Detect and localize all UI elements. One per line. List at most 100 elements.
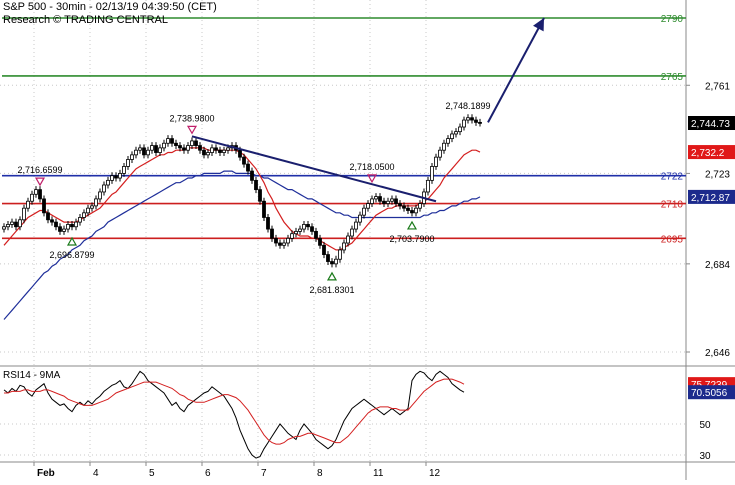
candle-body [26, 200, 30, 209]
candle-body [466, 117, 470, 121]
swing-low-label: 2,681.8301 [309, 285, 354, 295]
candle-body [94, 198, 98, 207]
candle-body [358, 214, 362, 223]
swing-high-marker [186, 125, 198, 135]
candle-body [298, 228, 302, 232]
candle-body [286, 237, 290, 244]
candle-body [410, 210, 414, 214]
y-tick-label: 2,761 [705, 81, 730, 92]
candle-body [318, 237, 322, 246]
chart-title: S&P 500 - 30min - 02/13/19 04:39:50 (CET… [3, 1, 217, 13]
level-label-2765: 2765 [661, 72, 684, 83]
candle-body [394, 198, 398, 204]
candle-body [42, 198, 46, 214]
candle-body [470, 117, 474, 121]
candle-body [10, 221, 14, 225]
candle-body [438, 149, 442, 158]
candle-body [50, 219, 54, 223]
price-badge-label-ma_slow: 2,712.87 [691, 193, 730, 204]
chart-header: S&P 500 - 30min - 02/13/19 04:39:50 (CET… [3, 1, 217, 27]
candle-body [158, 147, 162, 153]
candle-body [138, 147, 142, 151]
candle-body [310, 226, 314, 232]
candle-body [142, 147, 146, 156]
candle-body [118, 173, 122, 179]
candle-body [446, 138, 450, 144]
rsi-title: RSI14 - 9MA [3, 370, 61, 381]
x-tick-label: 7 [261, 468, 267, 479]
high-value-label: 2,748.1899 [445, 101, 490, 111]
candle-body [30, 193, 34, 202]
candle-body [250, 170, 254, 181]
candle-body [38, 189, 42, 200]
candle-body [334, 258, 338, 265]
candle-body [62, 228, 66, 232]
candle-body [146, 149, 150, 156]
candle-body [210, 147, 214, 153]
candle-body [414, 207, 418, 214]
candle-body [150, 145, 154, 151]
y-tick-label: 2,684 [705, 260, 730, 271]
candle-body [258, 189, 262, 202]
candle-body [366, 203, 370, 209]
candle-body [474, 119, 478, 123]
candle-body [126, 159, 130, 167]
swing-high-marker [366, 174, 378, 184]
x-tick-label: 6 [205, 468, 211, 479]
candle-body [46, 212, 50, 221]
x-tick-label: 4 [93, 468, 99, 479]
candle-body [182, 147, 186, 151]
candle-body [6, 224, 10, 228]
candle-body [218, 149, 222, 153]
candle-body [378, 196, 382, 202]
swing-high-label: 2,718.0500 [349, 162, 394, 172]
candle-body [314, 230, 318, 239]
level-label-2722: 2722 [661, 172, 684, 183]
candle-body [206, 152, 210, 156]
candle-body [54, 221, 58, 228]
candle-body [98, 191, 102, 200]
level-label-2710: 2710 [661, 200, 684, 211]
candle-body [382, 200, 386, 204]
candle-body [202, 149, 206, 156]
candle-body [86, 207, 90, 214]
candle-body [350, 228, 354, 237]
ma-slow-line [3, 170, 481, 320]
candle-body [462, 119, 466, 128]
candle-body [82, 212, 86, 218]
trendline [191, 135, 437, 203]
candle-body [194, 140, 198, 146]
price-badge-label-price: 2,744.73 [691, 119, 730, 130]
x-tick-label: Feb [37, 468, 55, 479]
price-badge-price [688, 116, 735, 131]
candle-body [290, 233, 294, 239]
candle-body [154, 145, 158, 153]
candle-body [198, 145, 202, 151]
candle-body [214, 147, 218, 151]
candle-body [326, 254, 330, 262]
rsi-series-rsi_ma [4, 378, 465, 445]
candle-body [450, 133, 454, 140]
candle-body [374, 196, 378, 200]
swing-low-marker [66, 236, 78, 246]
price-badge-ma_slow [688, 189, 735, 204]
x-tick-label: 12 [429, 468, 441, 479]
candle-body [270, 228, 274, 239]
candle-body [442, 142, 446, 151]
forecast-arrow-shaft [487, 17, 545, 123]
candle-body [262, 200, 266, 218]
candle-body [58, 226, 62, 232]
swing-high-label: 2,738.9800 [169, 113, 214, 123]
candle-body [2, 226, 6, 230]
candle-body [174, 142, 178, 146]
candle-body [274, 237, 278, 244]
forecast-arrow-head [533, 18, 544, 32]
candle-body [106, 179, 110, 186]
candle-body [254, 179, 258, 191]
candle-body [130, 154, 134, 160]
candle-body [426, 179, 430, 193]
candle-body [74, 221, 78, 228]
rsi-tick-label: 50 [699, 420, 711, 431]
